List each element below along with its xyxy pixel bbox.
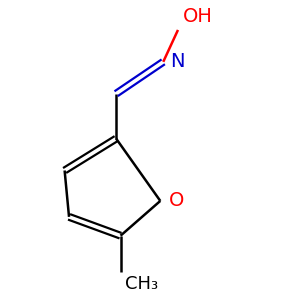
Text: O: O xyxy=(169,191,184,210)
Text: CH₃: CH₃ xyxy=(125,275,158,293)
Text: OH: OH xyxy=(183,7,213,26)
Text: N: N xyxy=(170,52,184,71)
